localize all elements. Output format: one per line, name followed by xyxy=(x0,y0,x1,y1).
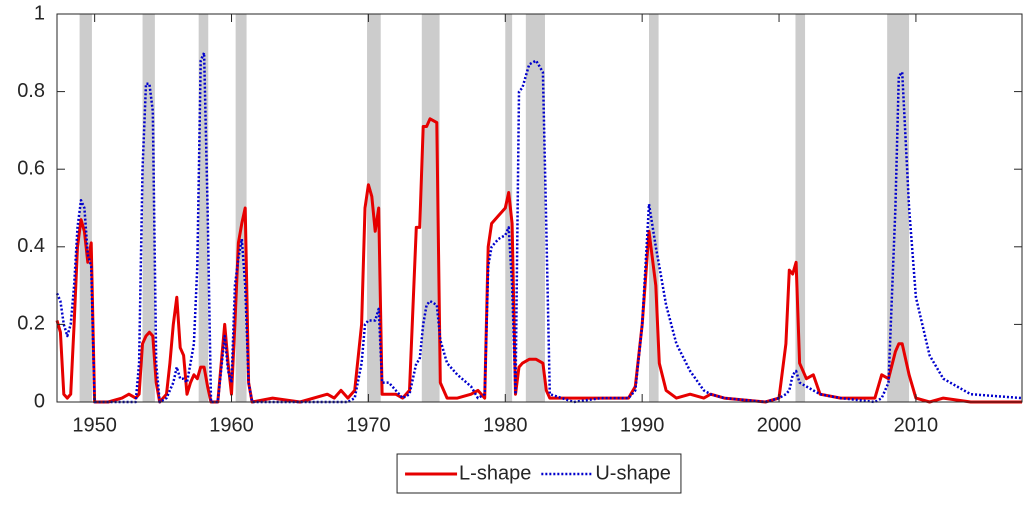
y-tick-label: 0.6 xyxy=(17,157,45,179)
y-tick-label: 0.2 xyxy=(17,313,45,335)
recession-band xyxy=(198,14,209,402)
series-line xyxy=(55,117,1022,404)
recession-band xyxy=(235,14,247,402)
y-tick-label: 1 xyxy=(34,2,45,24)
legend: L-shape U-shape xyxy=(396,453,682,494)
recession-band xyxy=(505,14,513,402)
x-tick-label: 1970 xyxy=(346,414,391,436)
y-tick-label: 0 xyxy=(34,390,45,412)
x-tick-label: 1990 xyxy=(620,414,665,436)
plot-frame xyxy=(56,13,1023,403)
recession-band xyxy=(795,14,806,402)
y-tick-label: 0.8 xyxy=(17,80,45,102)
recession-band xyxy=(421,14,440,402)
legend-label: L-shape xyxy=(459,462,531,484)
legend-label: U-shape xyxy=(595,462,671,484)
y-tick-label: 0.4 xyxy=(17,235,45,257)
x-tick-label: 1980 xyxy=(483,414,528,436)
x-tick-label: 1960 xyxy=(209,414,254,436)
x-tick-label: 2010 xyxy=(894,414,939,436)
recession-band xyxy=(649,14,659,402)
series-line xyxy=(55,51,1023,404)
recession-band xyxy=(79,14,92,402)
x-tick-label: 2000 xyxy=(757,414,802,436)
x-tick-label: 1950 xyxy=(72,414,117,436)
recession-band xyxy=(525,14,545,402)
